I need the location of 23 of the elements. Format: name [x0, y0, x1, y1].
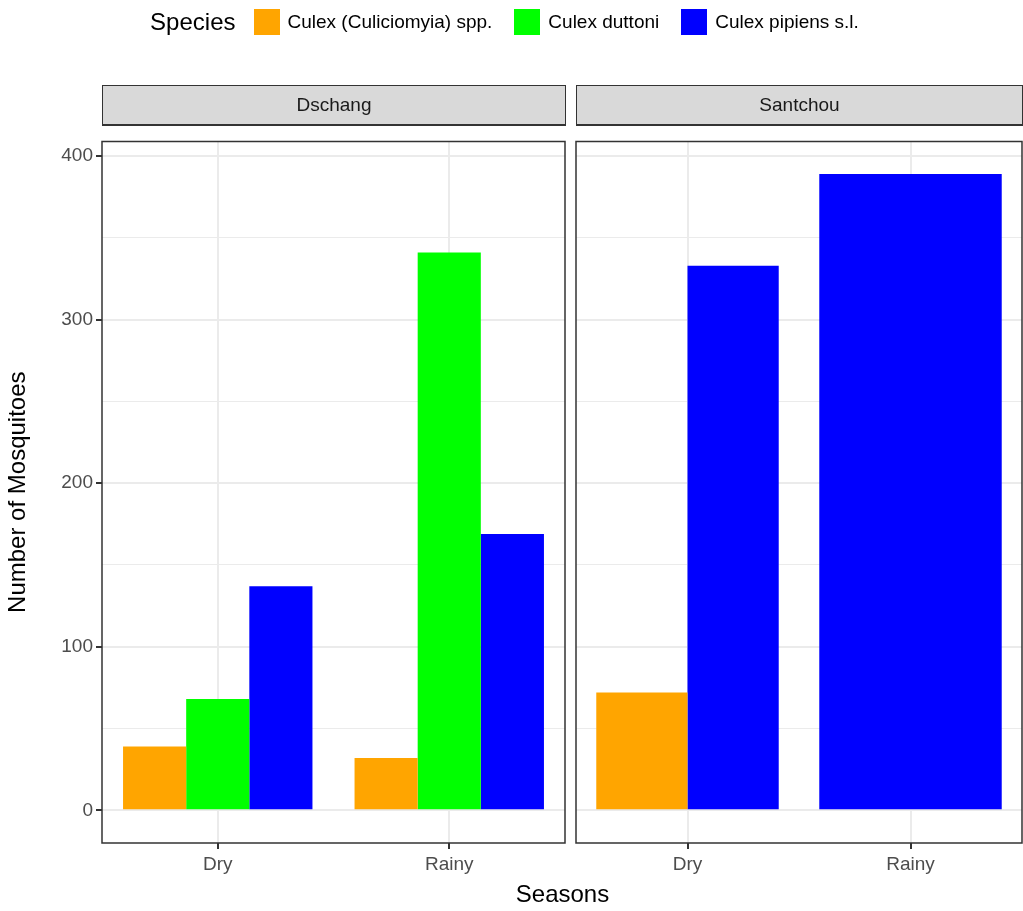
legend-label: Culex (Culiciomyia) spp. [287, 11, 493, 33]
x-tick-label: Rainy [424, 852, 475, 874]
y-axis-title: Number of Mosquitoes [3, 371, 31, 613]
bar [417, 252, 481, 810]
y-tick-label: 300 [61, 307, 93, 329]
bar [354, 757, 418, 810]
y-tick-label: 200 [61, 471, 93, 493]
x-tick-label: Dry [672, 852, 703, 874]
x-tick-label: Dry [202, 852, 234, 874]
y-tick-label: 100 [61, 634, 93, 656]
bar [249, 586, 313, 810]
bar [480, 533, 544, 810]
legend-label: Culex duttoni [548, 11, 660, 33]
x-tick-label: Rainy [886, 852, 936, 874]
x-axis-title: Seasons [514, 880, 611, 908]
chart-title: Santchou [576, 85, 1023, 126]
bar [123, 746, 187, 810]
chart-title: Dschang [102, 85, 566, 126]
bar [186, 699, 250, 810]
legend-label: Culex pipiens s.l. [715, 11, 859, 33]
legend-title: Species [150, 8, 236, 36]
y-tick-label: 0 [82, 798, 93, 820]
y-tick-label: 400 [61, 144, 93, 166]
